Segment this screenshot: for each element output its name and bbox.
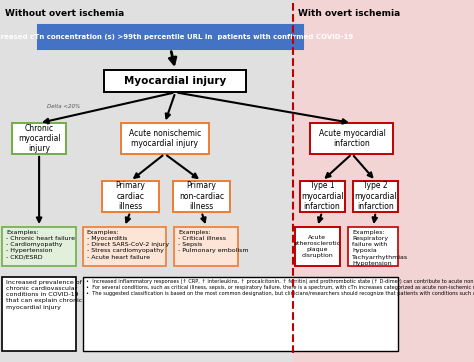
Text: Chronic
myocardial
injury: Chronic myocardial injury [18,123,60,153]
Bar [293,0,474,362]
FancyBboxPatch shape [300,181,345,212]
FancyBboxPatch shape [348,227,398,266]
FancyBboxPatch shape [104,70,246,92]
Text: Examples:
- Chronic heart failure
- Cardiomyopathy
- Hypertension
- CKD/ESRD: Examples: - Chronic heart failure - Card… [6,230,75,260]
FancyBboxPatch shape [2,277,76,351]
FancyBboxPatch shape [310,123,393,154]
FancyBboxPatch shape [102,181,159,212]
Text: With overt ischemia: With overt ischemia [298,9,400,18]
FancyBboxPatch shape [12,123,66,154]
Text: Primary
non-cardiac
illness: Primary non-cardiac illness [179,181,224,211]
Text: Examples:
Respiratory
failure with
hypoxia
Tachyarrhythmias
Hypotension: Examples: Respiratory failure with hypox… [352,230,408,266]
Text: Delta <20%: Delta <20% [47,104,81,109]
Text: Myocardial injury: Myocardial injury [124,76,227,86]
Text: Examples:
- Critical illness
- Sepsis
- Pulmonary embolism: Examples: - Critical illness - Sepsis - … [178,230,249,253]
Text: Primary
cardiac
illness: Primary cardiac illness [115,181,146,211]
Text: Acute myocardial
infarction: Acute myocardial infarction [319,129,385,148]
Text: Acute
atherosclerotic
plaque
disruption: Acute atherosclerotic plaque disruption [294,235,341,258]
Text: Increased prevalence of
chronic cardiovascular
conditions in COVID-19
that can e: Increased prevalence of chronic cardiova… [6,280,82,310]
Text: Examples:
- Myocarditis
- Direct SARS-CoV-2 injury
- Stress cardiomyopathy
- Acu: Examples: - Myocarditis - Direct SARS-Co… [87,230,169,260]
Text: Without overt ischemia: Without overt ischemia [5,9,124,18]
FancyBboxPatch shape [353,181,398,212]
FancyBboxPatch shape [174,227,238,266]
FancyBboxPatch shape [2,227,76,266]
FancyBboxPatch shape [121,123,209,154]
FancyBboxPatch shape [173,181,230,212]
Text: Type 2
myocardial
infarction: Type 2 myocardial infarction [355,181,397,211]
FancyBboxPatch shape [295,227,340,266]
Text: Acute nonischemic
myocardial injury: Acute nonischemic myocardial injury [128,129,201,148]
FancyBboxPatch shape [38,25,303,49]
Bar [0,0,293,362]
FancyBboxPatch shape [83,277,398,351]
Text: Increased cTn concentration (s) >99th percentile URL in  patients with confirmed: Increased cTn concentration (s) >99th pe… [0,34,353,40]
Text: •  Increased inflammatory responses (↑ CRP, ↑ interleukins, ↑ procalcitonin, ↑ f: • Increased inflammatory responses (↑ CR… [86,279,474,296]
Text: Type 1
myocardial
infarction: Type 1 myocardial infarction [301,181,343,211]
FancyBboxPatch shape [83,227,166,266]
